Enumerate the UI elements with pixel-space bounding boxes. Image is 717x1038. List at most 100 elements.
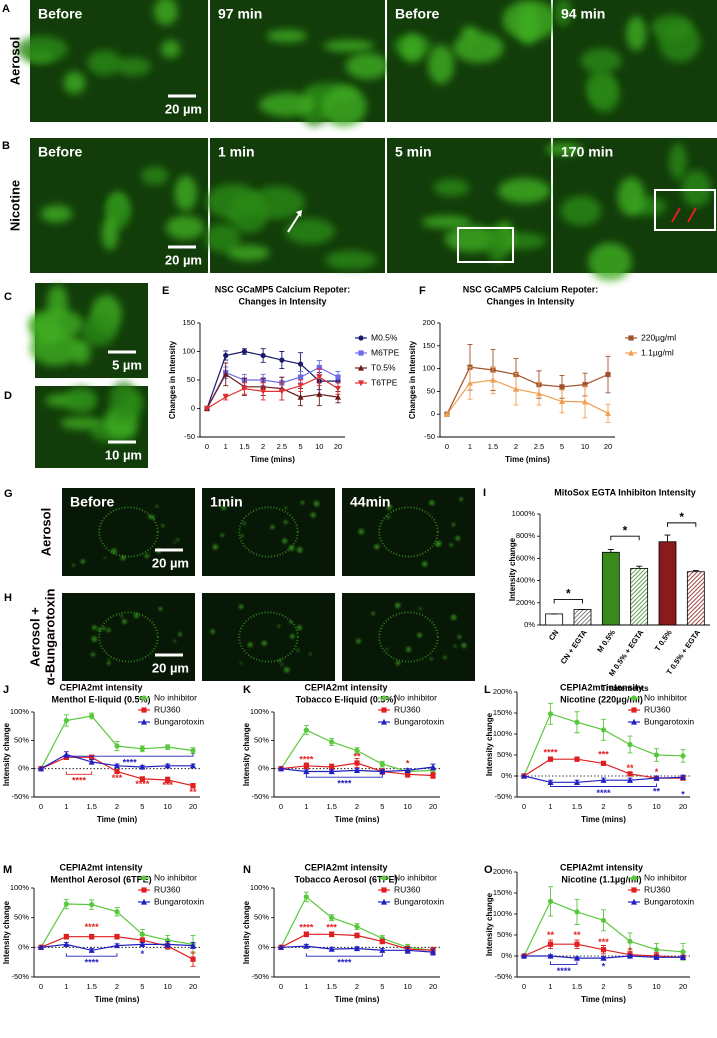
marker: [139, 937, 145, 943]
legend-marker: [631, 707, 637, 713]
marker: [653, 774, 660, 781]
x-tick-label: T 0.5%: [653, 628, 674, 653]
speckle: [240, 661, 243, 665]
y-tick-label: 200%: [493, 867, 513, 876]
legend-label: No inhibitor: [154, 692, 197, 702]
y-tick-label: 100%: [250, 707, 270, 716]
marker: [222, 394, 229, 401]
panel-letter: I: [483, 487, 486, 499]
micrograph: [62, 593, 195, 681]
panel-label: 97 min: [218, 6, 262, 22]
marker: [559, 384, 565, 390]
marker: [600, 954, 607, 961]
chart-title: CEPIA2mt intensity: [59, 682, 142, 692]
y-tick-label: 50%: [497, 750, 512, 759]
y-tick-label: 150%: [493, 888, 513, 897]
scale-bar-label: 5 µm: [112, 357, 142, 372]
significance-label: *: [406, 759, 410, 769]
legend-label: Bungarotoxin: [394, 896, 444, 906]
marker: [190, 942, 196, 949]
speckle: [419, 607, 422, 611]
x-tick-label: 10: [163, 982, 171, 991]
cell: [324, 250, 377, 270]
significance-label: ***: [112, 773, 123, 783]
marker: [627, 777, 633, 783]
marker: [328, 768, 335, 775]
x-tick-label: 5: [298, 442, 302, 451]
marker: [430, 948, 436, 955]
speckle: [358, 528, 365, 535]
cell-outline: [378, 611, 439, 663]
marker: [89, 713, 95, 719]
marker: [114, 909, 120, 915]
marker: [600, 947, 607, 953]
cell: [28, 308, 84, 340]
speckle: [220, 533, 225, 538]
marker: [278, 944, 284, 950]
y-axis-label: Intensity change: [242, 900, 251, 964]
cell-outline: [98, 611, 159, 663]
x-tick-label: CN + EGTA: [559, 628, 589, 666]
speckle: [405, 646, 412, 652]
speckle: [106, 661, 111, 665]
x-tick-label: 20: [604, 442, 612, 451]
speckle: [280, 663, 284, 666]
legend-marker: [628, 349, 634, 356]
y-tick-label: 0%: [501, 771, 512, 780]
y-tick-label: 0: [431, 409, 435, 418]
y-axis-label: Changes in Intensity: [408, 340, 417, 419]
scale-bar-label: 20 µm: [152, 660, 189, 675]
speckle: [120, 614, 123, 618]
panel-letter: F: [419, 285, 426, 297]
chart-title: CEPIA2mt intensity: [560, 862, 643, 872]
marker: [114, 743, 120, 749]
marker: [139, 746, 145, 752]
y-tick-label: 150: [182, 318, 195, 327]
x-tick-label: 20: [189, 802, 197, 811]
significance-label: **: [353, 752, 361, 762]
speckle: [443, 655, 447, 660]
x-tick-label: 5: [628, 802, 632, 811]
marker: [297, 361, 304, 367]
cell: [40, 205, 73, 223]
y-tick-label: 50%: [254, 913, 269, 922]
y-tick-label: 150: [422, 341, 435, 350]
speckle: [459, 497, 464, 502]
significance-bracket: [610, 535, 640, 541]
x-tick-label: 5: [140, 982, 144, 991]
marker: [444, 411, 450, 417]
marker: [600, 917, 607, 923]
marker: [63, 901, 69, 907]
cell: [400, 34, 424, 63]
marker: [278, 388, 285, 395]
significance-label: **: [653, 786, 661, 796]
speckle: [240, 534, 244, 538]
marker: [328, 945, 335, 952]
legend-marker: [358, 335, 364, 341]
x-tick-label: 2: [601, 982, 605, 991]
x-tick-label: 1.5: [239, 442, 249, 451]
significance-label: *: [141, 949, 145, 959]
significance-label: **: [626, 763, 634, 773]
legend-marker: [631, 898, 637, 905]
panel-letter: D: [4, 390, 12, 402]
marker: [354, 760, 360, 766]
legend-label: 1.1µg/ml: [641, 347, 674, 357]
marker: [574, 941, 580, 947]
panel-label: 5 min: [395, 144, 432, 160]
series-line: [206, 376, 339, 410]
cell: [30, 330, 81, 366]
significance-label: *: [655, 767, 659, 777]
bar: [601, 551, 620, 626]
y-tick-label: 50%: [497, 930, 512, 939]
legend-label: No inhibitor: [394, 872, 437, 882]
y-tick-label: -50%: [251, 792, 269, 801]
marker: [490, 376, 496, 383]
marker: [316, 364, 322, 371]
legend-marker: [381, 695, 387, 701]
legend-marker: [631, 887, 637, 893]
speckle: [296, 625, 303, 631]
panel-label: Before: [395, 6, 440, 22]
x-tick-label: 10: [403, 802, 411, 811]
marker: [335, 393, 341, 400]
